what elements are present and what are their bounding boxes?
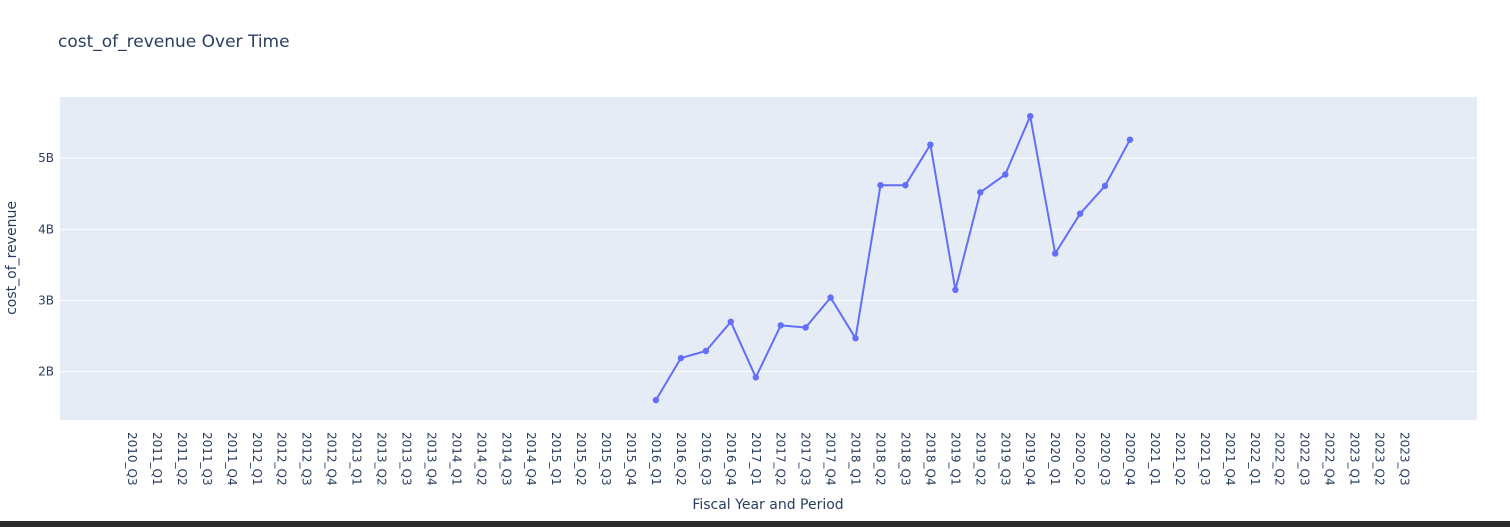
y-tick-label: 2B [38, 365, 54, 379]
plot-area [60, 97, 1477, 420]
y-axis-label: cost_of_revenue [4, 201, 20, 315]
data-point[interactable] [1126, 136, 1134, 143]
data-point[interactable] [952, 286, 959, 293]
data-point[interactable] [977, 189, 984, 196]
x-tick-label: 2011_Q1 [150, 432, 164, 486]
x-axis-label: Fiscal Year and Period [692, 497, 843, 513]
x-tick-label: 2021_Q4 [1223, 432, 1237, 486]
x-tick-label: 2016_Q2 [674, 432, 688, 486]
x-tick-label: 2015_Q1 [549, 432, 563, 486]
x-tick-label: 2019_Q4 [1023, 432, 1037, 486]
x-tick-label: 2022_Q3 [1298, 432, 1312, 486]
x-tick-label: 2017_Q1 [749, 432, 763, 486]
x-tick-label: 2019_Q1 [948, 432, 962, 486]
data-point[interactable] [652, 396, 660, 404]
x-tick-label: 2021_Q3 [1198, 432, 1212, 486]
y-tick-label: 4B [38, 222, 54, 236]
data-point[interactable] [702, 347, 710, 355]
chart-title: cost_of_revenue Over Time [58, 32, 290, 52]
window-bottom-bar [0, 521, 1510, 527]
data-point[interactable] [1052, 250, 1059, 257]
x-axis-ticks: 2010_Q3 2011_Q1 2011_Q2 2011_Q3 2011_Q4 2012_… [125, 432, 1411, 486]
grid-lines [60, 157, 1477, 373]
data-point[interactable] [877, 182, 884, 189]
x-tick-label: 2014_Q3 [499, 432, 513, 486]
x-tick-label: 2020_Q2 [1073, 432, 1087, 486]
x-tick-label: 2023_Q2 [1373, 432, 1387, 486]
x-tick-label: 2022_Q1 [1248, 432, 1262, 486]
x-tick-label: 2020_Q1 [1048, 432, 1062, 486]
x-tick-label: 2021_Q1 [1148, 432, 1162, 486]
x-tick-label: 2011_Q4 [225, 432, 239, 486]
x-tick-label: 2021_Q2 [1173, 432, 1187, 486]
data-point[interactable] [752, 374, 759, 381]
data-point[interactable] [777, 322, 784, 329]
x-tick-label: 2014_Q1 [449, 432, 463, 486]
x-tick-label: 2015_Q2 [574, 432, 588, 486]
x-tick-label: 2013_Q2 [375, 432, 389, 486]
x-tick-label: 2022_Q4 [1323, 432, 1337, 486]
series-line [655, 115, 1131, 401]
x-tick-label: 2013_Q1 [350, 432, 364, 486]
x-tick-label: 2016_Q3 [699, 432, 713, 486]
data-point[interactable] [802, 324, 809, 331]
x-tick-label: 2017_Q4 [824, 432, 838, 486]
x-tick-label: 2017_Q3 [799, 432, 813, 486]
data-point[interactable] [1027, 113, 1034, 120]
data-point[interactable] [1101, 182, 1109, 190]
x-tick-label: 2018_Q2 [874, 432, 888, 486]
x-tick-label: 2012_Q1 [250, 432, 264, 486]
x-tick-label: 2010_Q3 [125, 432, 139, 486]
x-tick-label: 2020_Q3 [1098, 432, 1112, 486]
x-tick-label: 2023_Q3 [1397, 432, 1411, 486]
data-point[interactable] [852, 335, 859, 342]
x-tick-label: 2012_Q2 [275, 432, 289, 486]
x-tick-label: 2018_Q4 [923, 432, 937, 486]
x-tick-label: 2018_Q3 [898, 432, 912, 486]
x-tick-label: 2019_Q3 [998, 432, 1012, 486]
x-tick-label: 2011_Q2 [175, 432, 189, 486]
x-tick-label: 2017_Q2 [774, 432, 788, 486]
data-point[interactable] [1002, 171, 1009, 178]
x-tick-label: 2023_Q1 [1348, 432, 1362, 486]
x-tick-label: 2013_Q3 [399, 432, 413, 486]
x-tick-label: 2012_Q3 [300, 432, 314, 486]
y-tick-label: 5B [38, 151, 54, 165]
x-tick-label: 2018_Q1 [849, 432, 863, 486]
x-tick-label: 2019_Q2 [973, 432, 987, 486]
x-tick-label: 2014_Q2 [474, 432, 488, 486]
x-tick-label: 2014_Q4 [524, 432, 538, 486]
data-point[interactable] [827, 294, 834, 301]
data-point[interactable] [677, 354, 685, 362]
y-axis-ticks: 2B 3B 4B 5B [38, 151, 54, 378]
data-point[interactable] [1076, 210, 1084, 217]
x-tick-label: 2013_Q4 [424, 432, 438, 486]
data-point[interactable] [902, 182, 909, 189]
data-point[interactable] [727, 318, 734, 325]
data-point[interactable] [927, 141, 934, 148]
x-tick-label: 2020_Q4 [1123, 432, 1137, 486]
x-tick-label: 2015_Q3 [599, 432, 613, 486]
x-tick-label: 2016_Q4 [724, 432, 738, 486]
x-tick-label: 2011_Q3 [200, 432, 214, 486]
x-tick-label: 2022_Q2 [1273, 432, 1287, 486]
y-tick-label: 3B [38, 293, 54, 307]
x-tick-label: 2012_Q4 [325, 432, 339, 486]
x-tick-label: 2015_Q4 [624, 432, 638, 486]
x-tick-label: 2016_Q1 [649, 432, 663, 486]
series-layer [652, 113, 1134, 404]
